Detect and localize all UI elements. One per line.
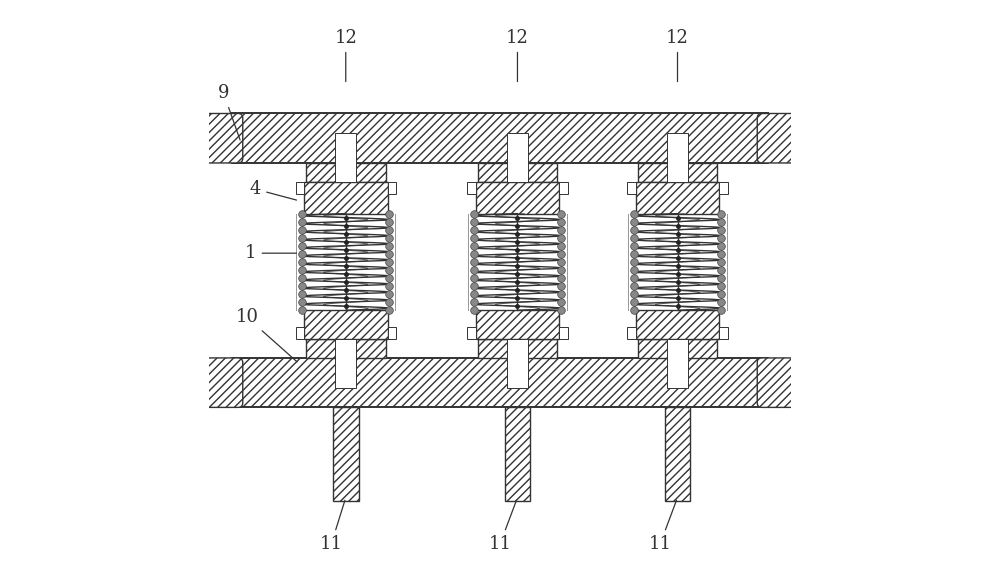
Bar — [476, 182, 559, 214]
Bar — [304, 182, 388, 214]
Bar — [667, 339, 688, 388]
Bar — [638, 163, 717, 182]
Bar — [719, 327, 728, 339]
Bar — [507, 133, 528, 182]
Bar — [467, 327, 476, 339]
Bar — [627, 182, 636, 194]
Text: 11: 11 — [320, 501, 345, 553]
Text: 11: 11 — [488, 500, 516, 553]
Bar — [627, 327, 636, 339]
Text: 10: 10 — [235, 308, 297, 362]
Bar — [232, 113, 768, 163]
Bar — [559, 182, 568, 194]
Text: 12: 12 — [334, 29, 357, 81]
Text: 4: 4 — [250, 180, 297, 200]
Bar — [638, 339, 717, 358]
Bar — [388, 327, 396, 339]
Text: 12: 12 — [666, 29, 689, 81]
Bar — [296, 182, 304, 194]
Bar — [306, 163, 386, 182]
Bar — [476, 310, 559, 339]
Text: 11: 11 — [649, 500, 677, 553]
Bar — [636, 310, 719, 339]
Bar — [232, 358, 768, 407]
Bar — [304, 310, 388, 339]
Bar — [507, 339, 528, 388]
Bar — [665, 407, 690, 501]
Text: 12: 12 — [506, 29, 529, 81]
Text: 1: 1 — [245, 244, 296, 262]
FancyBboxPatch shape — [757, 113, 796, 163]
Text: 9: 9 — [218, 84, 240, 140]
Bar — [505, 407, 530, 501]
Bar — [335, 133, 356, 182]
Bar — [636, 182, 719, 214]
FancyBboxPatch shape — [204, 358, 243, 407]
Bar — [478, 163, 557, 182]
Bar — [559, 327, 568, 339]
Bar — [388, 182, 396, 194]
Bar — [667, 133, 688, 182]
Bar — [719, 182, 728, 194]
Bar — [335, 339, 356, 388]
Bar — [333, 407, 359, 501]
Bar — [478, 339, 557, 358]
Bar — [296, 327, 304, 339]
FancyBboxPatch shape — [757, 358, 796, 407]
FancyBboxPatch shape — [204, 113, 243, 163]
Bar — [306, 339, 386, 358]
Bar — [467, 182, 476, 194]
